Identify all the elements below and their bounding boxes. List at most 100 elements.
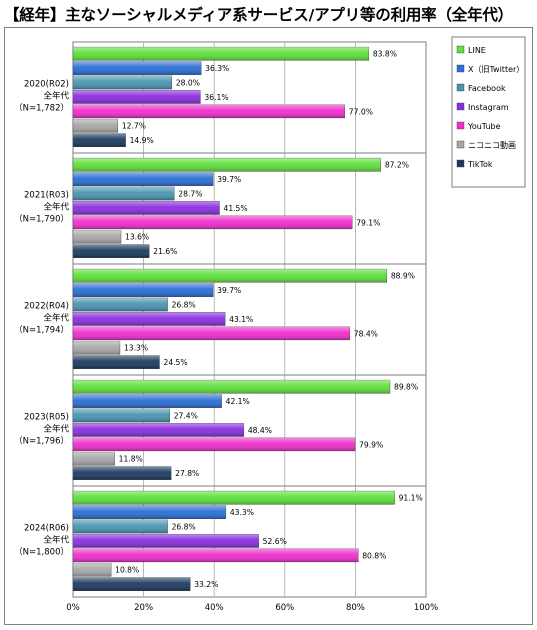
- data-label: 78.4%: [354, 329, 378, 338]
- bar-shade: [73, 341, 120, 355]
- x-tick-label: 80%: [346, 603, 365, 613]
- bar-shade: [73, 133, 126, 147]
- category-label: 全年代: [43, 535, 69, 546]
- data-label: 12.7%: [122, 122, 146, 131]
- data-label: 43.3%: [230, 508, 254, 517]
- category-label: 2023(R05): [24, 413, 69, 423]
- legend-label: YouTube: [467, 122, 501, 131]
- bar-shade: [73, 283, 214, 297]
- category-label: （N=1,794）: [14, 325, 69, 336]
- category-label: 2021(R03): [24, 191, 69, 201]
- legend-label: LINE: [468, 46, 486, 55]
- data-label: 80.8%: [362, 551, 386, 560]
- category-label: 全年代: [43, 424, 69, 435]
- legend-swatch: [456, 159, 465, 168]
- bar-shade: [73, 491, 395, 505]
- bar-shade: [73, 563, 112, 577]
- x-tick-label: 60%: [275, 603, 294, 613]
- bar-shade: [73, 297, 168, 312]
- bar-shade: [73, 75, 172, 90]
- bar-shade: [73, 269, 387, 283]
- legend-label: X（旧Twitter）: [468, 65, 524, 74]
- bar-shade: [73, 519, 168, 534]
- bar-shade: [73, 408, 170, 423]
- bar-shade: [73, 326, 350, 340]
- category-label: 全年代: [43, 91, 69, 102]
- category-label: 全年代: [43, 313, 69, 324]
- legend-label: ニコニコ動画: [468, 141, 516, 150]
- data-label: 39.7%: [217, 175, 241, 184]
- data-label: 11.8%: [119, 455, 143, 464]
- legend-label: Facebook: [468, 84, 506, 93]
- page-title: 【経年】主なソーシャルメディア系サービス/アプリ等の利用率（全年代）: [4, 6, 513, 24]
- category-label: 全年代: [43, 202, 69, 213]
- bar-shade: [73, 244, 150, 258]
- data-label: 79.9%: [359, 440, 383, 449]
- data-label: 10.8%: [115, 566, 139, 575]
- data-label: 79.1%: [356, 218, 380, 227]
- bar-shade: [73, 201, 220, 215]
- bar-shade: [73, 215, 353, 229]
- data-label: 28.0%: [176, 79, 200, 88]
- x-tick-label: 20%: [134, 603, 153, 613]
- data-label: 27.4%: [174, 412, 198, 421]
- bar-shade: [73, 577, 191, 591]
- data-label: 33.2%: [194, 580, 218, 589]
- data-label: 28.7%: [178, 190, 202, 199]
- x-tick-label: 100%: [414, 603, 438, 613]
- legend-label: TikTok: [467, 160, 493, 169]
- category-label: （N=1,796）: [14, 436, 69, 447]
- data-label: 77.0%: [349, 107, 373, 116]
- legend-swatch: [456, 83, 465, 92]
- data-label: 88.9%: [391, 272, 415, 281]
- data-label: 48.4%: [248, 426, 272, 435]
- data-label: 87.2%: [385, 161, 409, 170]
- category-label: 2020(R02): [24, 80, 69, 90]
- data-label: 42.1%: [226, 397, 250, 406]
- category-label: （N=1,800）: [14, 547, 69, 558]
- bar-shade: [73, 172, 214, 186]
- bar-shade: [73, 380, 390, 394]
- data-label: 13.3%: [124, 344, 148, 353]
- legend-swatch: [456, 140, 465, 149]
- bar-shade: [73, 230, 122, 244]
- data-label: 52.6%: [263, 537, 287, 546]
- bar-shade: [73, 104, 345, 118]
- bar-shade: [73, 119, 118, 133]
- data-label: 43.1%: [229, 315, 253, 324]
- data-label: 91.1%: [399, 494, 423, 503]
- data-label: 39.7%: [217, 286, 241, 295]
- data-label: 83.8%: [373, 50, 397, 59]
- bar-shade: [73, 186, 175, 201]
- category-label: 2022(R04): [24, 302, 69, 312]
- data-label: 13.6%: [125, 233, 149, 242]
- bar-shade: [73, 394, 222, 408]
- category-label: （N=1,782）: [14, 103, 69, 114]
- data-label: 21.6%: [153, 247, 177, 256]
- bar-shade: [73, 423, 244, 437]
- category-label: 2024(R06): [24, 524, 69, 534]
- category-label: （N=1,790）: [14, 214, 69, 225]
- bar-shade: [73, 61, 202, 75]
- bar-shade: [73, 452, 115, 466]
- legend-label: Instagram: [468, 103, 509, 112]
- data-label: 89.8%: [394, 383, 418, 392]
- data-label: 14.9%: [130, 136, 154, 145]
- bar-shade: [73, 534, 259, 548]
- bar-shade: [73, 47, 369, 61]
- bar-shade: [73, 355, 160, 369]
- x-tick-label: 40%: [205, 603, 224, 613]
- bar-shade: [73, 466, 172, 480]
- data-label: 36.3%: [205, 64, 229, 73]
- data-label: 27.8%: [175, 469, 199, 478]
- x-tick-label: 0%: [66, 603, 80, 613]
- data-label: 41.5%: [223, 204, 247, 213]
- bar-shade: [73, 158, 381, 172]
- legend-swatch: [456, 64, 465, 73]
- chart-frame: [4, 27, 533, 625]
- bar-shade: [73, 437, 356, 451]
- data-label: 24.5%: [163, 358, 187, 367]
- legend-swatch: [456, 45, 465, 54]
- bar-shade: [73, 548, 359, 562]
